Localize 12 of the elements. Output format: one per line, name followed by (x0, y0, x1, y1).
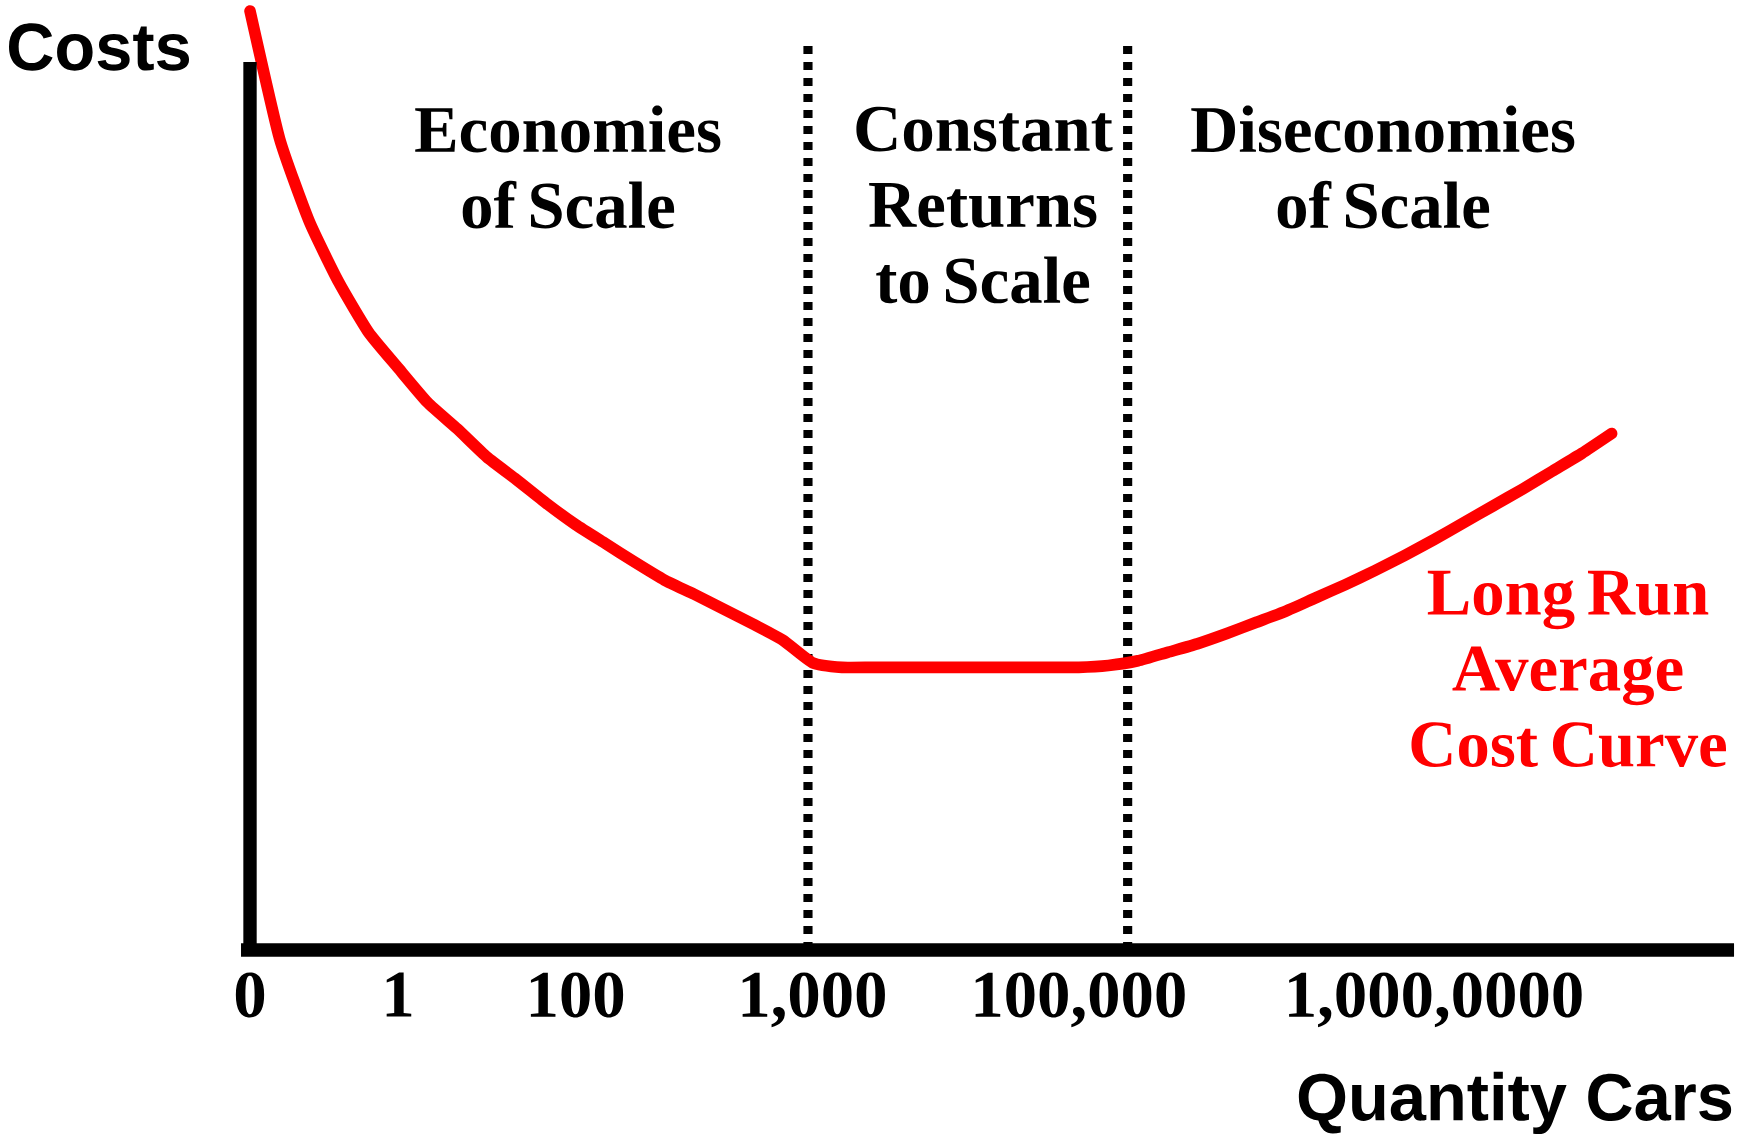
annotation: Diseconomies of Scale (1191, 105, 1575, 229)
x-tick-label: 0 (235, 972, 265, 1018)
x-tick-label: 1,000,0000 (1289, 972, 1582, 1028)
x-tick-label: 100,000 (975, 972, 1185, 1028)
series-label: Long Run Average Cost Curve (1411, 570, 1726, 768)
x-tick-label: 1 (386, 972, 412, 1017)
annotation: Economies of Scale (415, 105, 721, 229)
y-axis-title: Costs (9, 23, 190, 71)
x-axis-title: Quantity Cars (1298, 1071, 1732, 1135)
annotation: Constant Returns to Scale (856, 106, 1113, 304)
x-tick-label: 1,000 (742, 972, 885, 1028)
x-tick-label: 100 (530, 972, 624, 1018)
